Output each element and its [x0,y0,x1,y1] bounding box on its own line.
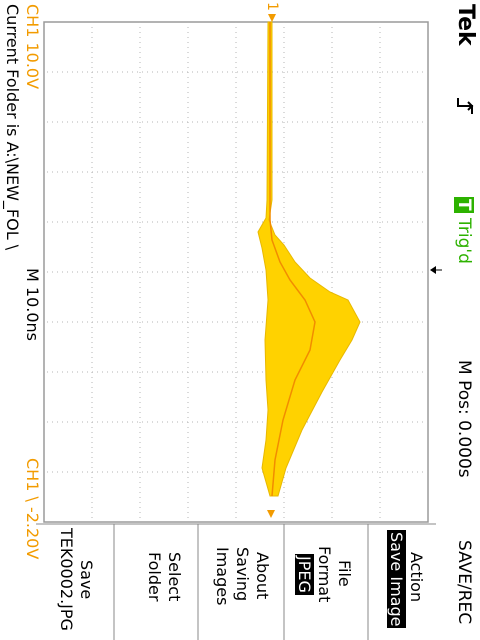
trigger-level-readout: CH1 \ -2.20V [23,458,42,559]
folder-status: Current Folder is A:\NEW_FOL \ [3,4,22,250]
save-file-line-1[interactable]: Save [77,560,96,599]
file-format-label-2: Format [315,546,334,602]
channel-marker-label: 1 [264,2,280,11]
select-folder-line-1[interactable]: Select [165,552,184,601]
action-label: Action [407,552,426,602]
trigger-position-icon [430,266,436,274]
timebase-readout: M 10.0ns [23,268,42,341]
file-format-label-1: File [335,560,354,587]
select-folder-line-2[interactable]: Folder [145,552,164,601]
trigger-level-icon [267,510,275,518]
channel-marker-icon [268,14,276,22]
file-format-value[interactable]: JPEG [295,554,314,595]
channel-scale-readout: CH1 10.0V [23,4,42,89]
about-saving-line-1[interactable]: About [253,552,272,599]
waveform-envelope [258,22,360,496]
save-file-line-2[interactable]: TEK0002.JPG [57,528,76,631]
save-image-button[interactable]: Save Image [387,530,406,628]
about-saving-line-3[interactable]: Images [213,547,232,605]
about-saving-line-2[interactable]: Saving [233,547,252,601]
